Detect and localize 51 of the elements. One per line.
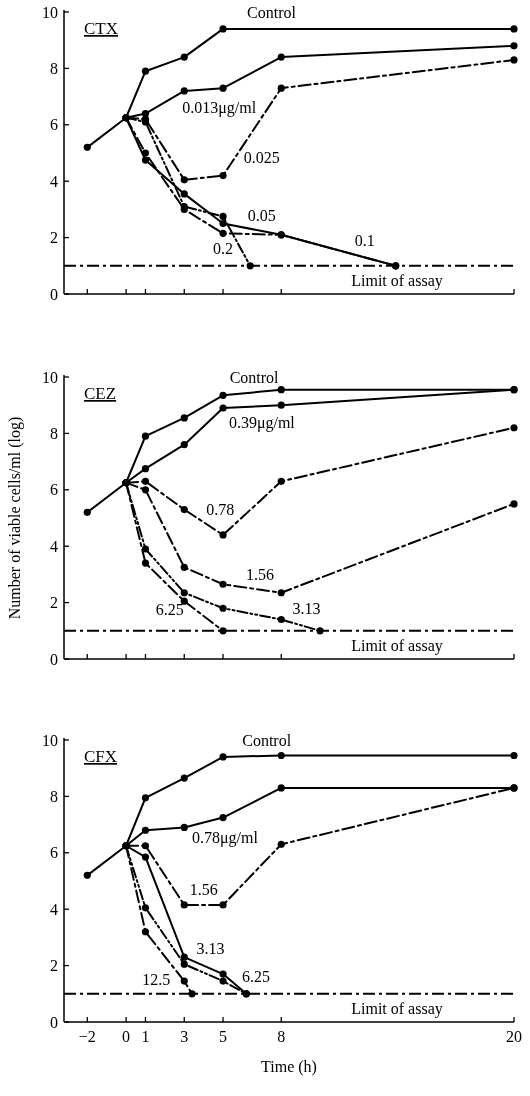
- series-label: 1.56: [189, 881, 218, 899]
- y-tick-label: 0: [50, 285, 58, 303]
- y-tick-label: 2: [50, 229, 58, 247]
- series-label: Control: [247, 3, 297, 21]
- chart-title: CFX: [84, 747, 118, 766]
- series-label: 0.78: [206, 501, 235, 519]
- x-tick-label: 20: [506, 1028, 522, 1045]
- x-tick-label: −2: [78, 1028, 96, 1045]
- x-tick-label: 1: [141, 1028, 150, 1045]
- y-tick-label: 10: [42, 3, 58, 21]
- chart-title: CEZ: [84, 384, 117, 403]
- series-label: 0.39μg/ml: [228, 413, 296, 432]
- y-tick-label: 2: [50, 594, 58, 612]
- y-tick-label: 6: [50, 481, 58, 499]
- x-tick-label: 5: [219, 1028, 228, 1045]
- y-tick-label: 4: [50, 537, 58, 555]
- series-label: 1.56: [245, 566, 274, 583]
- series-label: 6.25: [242, 968, 271, 986]
- y-tick-label: 6: [50, 116, 58, 134]
- y-axis-title: Number of viable cells/ml (log): [6, 416, 24, 620]
- series-label: 0.1: [354, 232, 375, 250]
- series-label: 12.5: [142, 971, 171, 989]
- chart-title: CTX: [84, 19, 118, 38]
- series-label: 0.025: [243, 148, 280, 166]
- series-label: 6.25: [155, 601, 184, 619]
- y-tick-label: 10: [42, 731, 58, 749]
- y-tick-label: 8: [50, 60, 58, 77]
- y-tick-label: 10: [42, 368, 58, 386]
- series-label: 0.78μg/ml: [192, 828, 259, 847]
- series-label: 3.13: [292, 599, 321, 617]
- series-label: 0.05: [247, 206, 276, 224]
- series-label: Control: [229, 368, 280, 386]
- x-tick-label: 3: [180, 1028, 189, 1045]
- y-tick-label: 4: [50, 900, 58, 918]
- series-label: Control: [242, 731, 292, 749]
- y-tick-label: 0: [50, 1013, 58, 1031]
- series-label: 0.2: [213, 240, 234, 258]
- series-label: 3.13: [196, 940, 225, 958]
- ref-line-label: Limit of assay: [351, 271, 443, 290]
- ref-line-label: Limit of assay: [351, 636, 443, 655]
- y-tick-label: 6: [50, 844, 58, 862]
- y-tick-label: 0: [50, 650, 58, 668]
- y-tick-label: 4: [50, 172, 58, 190]
- y-tick-label: 8: [50, 425, 58, 442]
- ref-line-label: Limit of assay: [351, 999, 443, 1018]
- series-label: 0.013μg/ml: [182, 99, 257, 118]
- x-axis-title: Time (h): [261, 1058, 317, 1076]
- x-tick-label: 0: [122, 1028, 131, 1045]
- x-tick-label: 8: [277, 1028, 286, 1045]
- y-tick-label: 2: [50, 957, 58, 975]
- y-tick-label: 8: [50, 788, 58, 805]
